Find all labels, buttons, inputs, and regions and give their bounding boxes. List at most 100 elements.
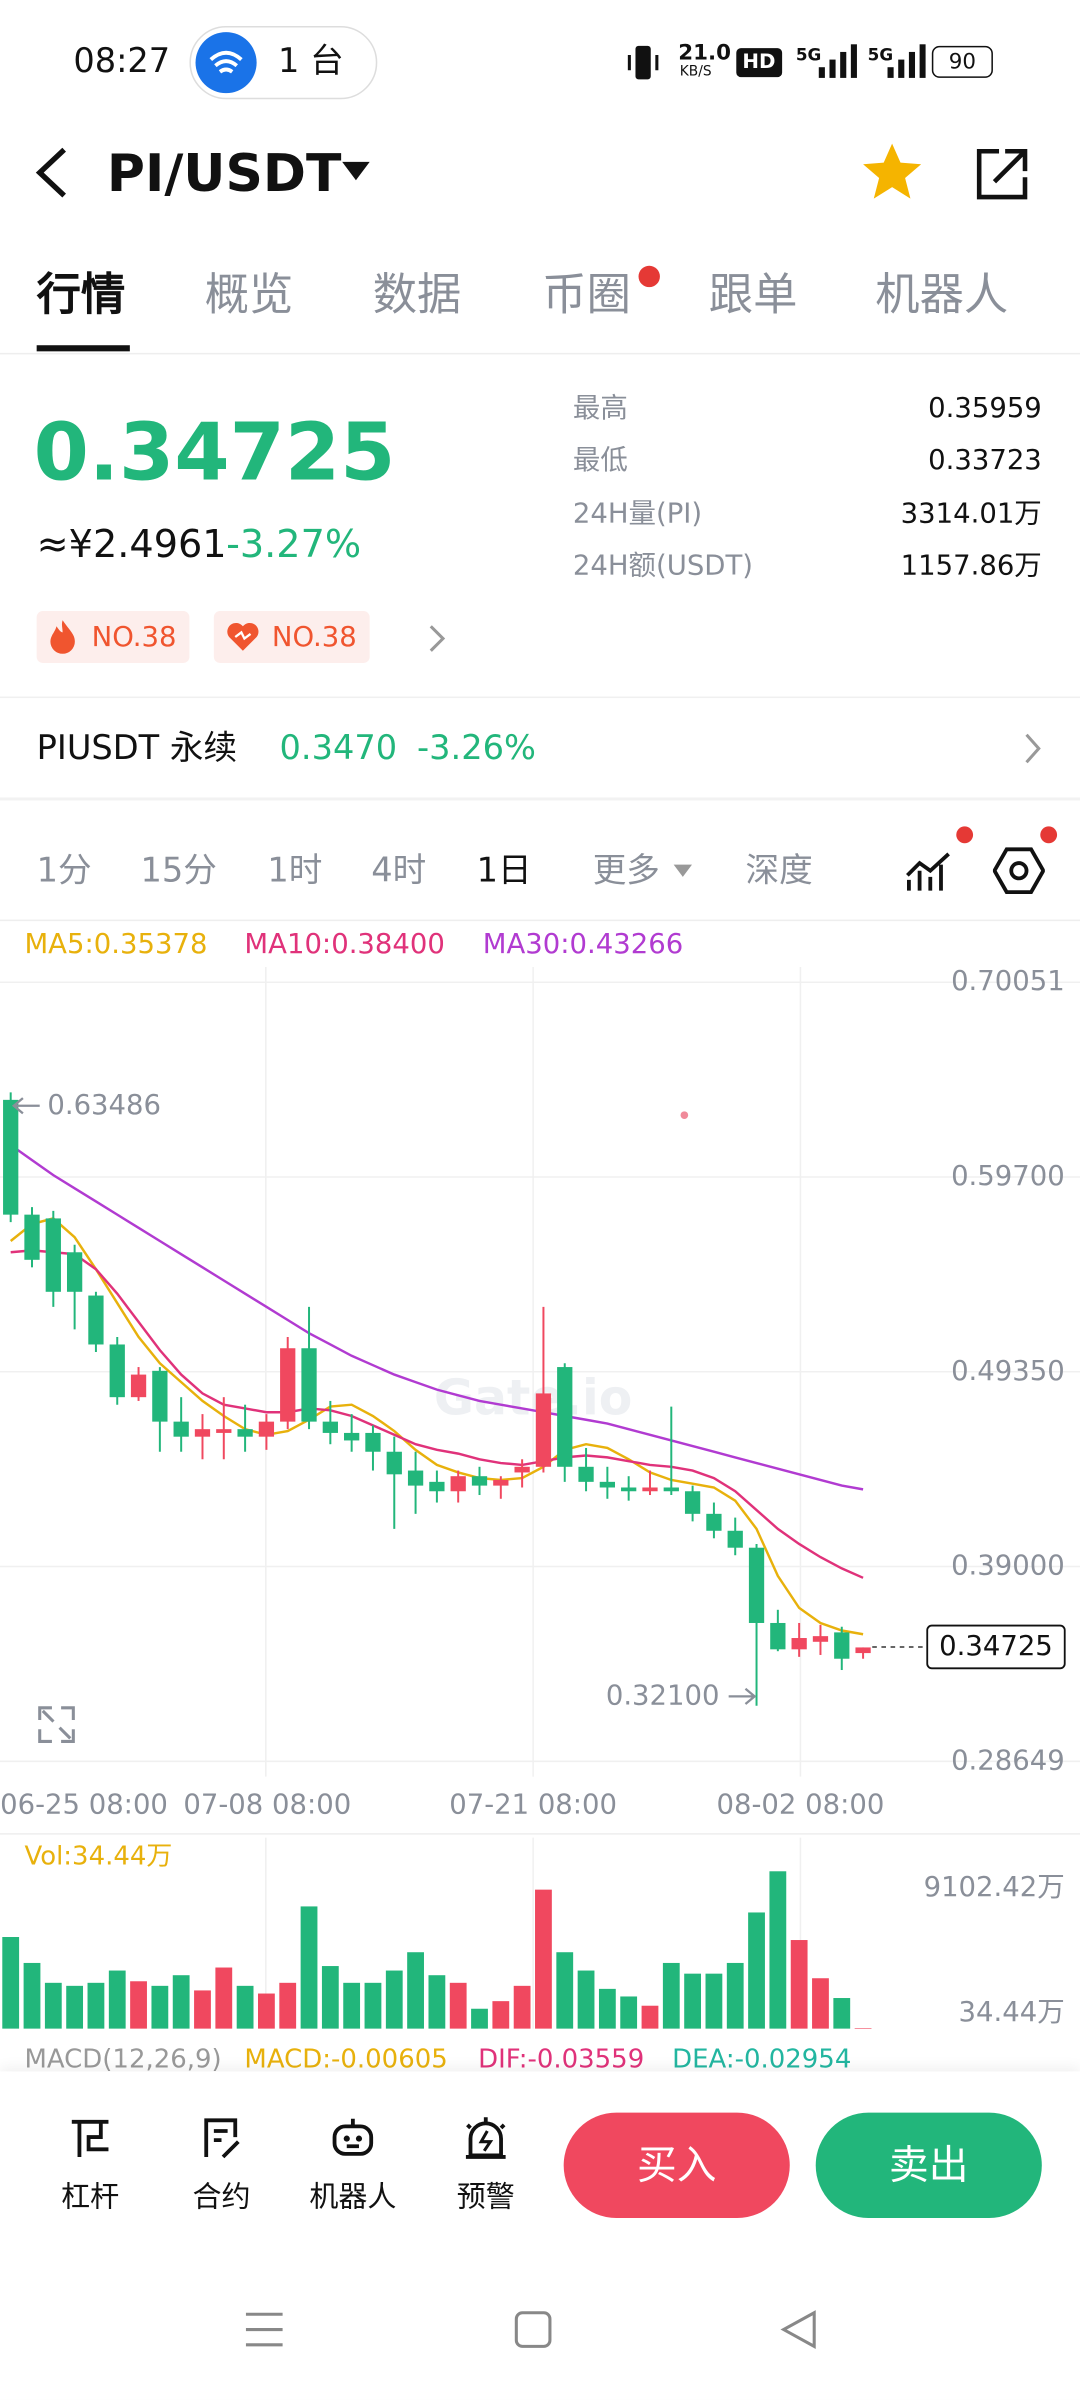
tab-active[interactable]: 行情 — [36, 268, 126, 321]
volume-bar — [748, 1912, 765, 2029]
back-button[interactable] — [31, 145, 77, 200]
fire-icon — [50, 620, 75, 654]
buy-button[interactable] — [563, 2112, 790, 2219]
robot-icon[interactable] — [328, 2114, 377, 2163]
volume-bar — [769, 1871, 787, 2029]
low-arrow — [728, 1687, 757, 1705]
toolbar-label[interactable]: 预警 — [456, 2180, 515, 2215]
sell-button[interactable] — [815, 2112, 1042, 2219]
candle-body — [429, 1481, 445, 1492]
candle-body — [557, 1367, 573, 1467]
volume-bar — [662, 1962, 680, 2029]
volume-bar — [492, 2001, 510, 2029]
candle-body — [642, 1487, 658, 1492]
indicator-icon[interactable] — [904, 849, 953, 895]
volume-bar — [705, 1973, 723, 2029]
heart-icon — [227, 622, 259, 651]
tab[interactable]: 数据 — [372, 268, 462, 321]
volume-bar — [385, 1970, 403, 2029]
perp-name[interactable]: PIUSDT 永续 — [36, 730, 238, 769]
nav-home[interactable] — [513, 2310, 553, 2350]
buy-label[interactable]: 买入 — [636, 2143, 717, 2190]
candle-body — [770, 1622, 786, 1650]
volume-bar — [236, 1985, 254, 2029]
volume-bar — [471, 2008, 488, 2029]
interval[interactable]: 1时 — [267, 852, 323, 891]
favorite-star[interactable] — [860, 141, 924, 205]
candle-body — [45, 1218, 61, 1292]
leverage-icon[interactable] — [67, 2116, 113, 2162]
net-speed: 21.0 — [678, 41, 732, 66]
chart-dot — [680, 1111, 689, 1119]
volume-bar — [321, 1966, 339, 2029]
volume-bar — [449, 1982, 467, 2029]
vol-tick-label: 34.44万 — [959, 1996, 1065, 2028]
network-2: 5G — [867, 45, 894, 65]
tab-underline — [36, 345, 130, 352]
volume-bar — [2, 1937, 20, 2029]
nav-menu[interactable] — [244, 2310, 284, 2350]
contract-icon[interactable] — [199, 2116, 245, 2162]
nav-back[interactable] — [779, 2310, 819, 2350]
hotspot-pill[interactable] — [189, 25, 378, 100]
volume-bar — [684, 1973, 702, 2029]
volume-bar — [279, 1982, 297, 2029]
volume-bar — [428, 1975, 446, 2029]
volume-bar — [790, 1940, 808, 2029]
interval[interactable]: 1分 — [36, 852, 92, 891]
battery — [931, 45, 993, 78]
candle-body — [855, 1647, 871, 1654]
candle-body — [66, 1252, 83, 1292]
tab[interactable]: 机器人 — [875, 268, 1009, 321]
volume-bar — [641, 2005, 659, 2029]
candle-body — [258, 1421, 275, 1437]
hotspot-count: 1 台 — [278, 42, 344, 81]
candle-body — [88, 1295, 104, 1345]
high-marker: 0.63486 — [47, 1089, 161, 1121]
alert-icon[interactable] — [461, 2114, 510, 2163]
x-tick-label: 08-02 08:00 — [717, 1789, 885, 1821]
candle-body — [663, 1487, 679, 1492]
rank-text: NO.38 — [271, 621, 357, 654]
chevron[interactable] — [1022, 732, 1043, 766]
settings-icon[interactable] — [992, 846, 1045, 895]
interval-more[interactable]: 更多 — [592, 852, 660, 891]
perp-price: 0.3470 — [279, 730, 398, 769]
candle-body — [727, 1530, 743, 1548]
net-speed-unit: KB/S — [679, 64, 712, 81]
divider — [0, 696, 1080, 699]
toolbar-label[interactable]: 机器人 — [309, 2180, 397, 2215]
candle-body — [322, 1421, 338, 1433]
interval-active[interactable]: 1日 — [476, 852, 532, 891]
volume-bar — [577, 1970, 595, 2029]
stat-value: 1157.86万 — [900, 549, 1042, 583]
candle-body — [130, 1374, 147, 1398]
y-tick-label: 0.28649 — [951, 1744, 1065, 1776]
pair-dropdown[interactable] — [339, 159, 373, 183]
share-button[interactable] — [972, 144, 1033, 205]
interval[interactable]: 4时 — [371, 852, 427, 891]
tab[interactable]: 跟单 — [708, 268, 798, 321]
toolbar-label[interactable]: 合约 — [192, 2180, 251, 2215]
status-time: 08:27 — [73, 42, 171, 81]
interval[interactable]: 15分 — [140, 852, 217, 891]
x-tick-label: 07-08 08:00 — [183, 1789, 351, 1821]
chevron[interactable] — [426, 623, 447, 654]
tab[interactable]: 概览 — [204, 268, 294, 321]
candle-body — [301, 1348, 317, 1422]
volume-bar — [598, 1988, 616, 2029]
battery-level: 90 — [948, 50, 976, 75]
tab[interactable]: 币圈 — [542, 268, 631, 321]
current-price: 0.34725 — [939, 1630, 1053, 1662]
high-arrow — [11, 1097, 40, 1115]
y-tick-label: 0.49350 — [951, 1355, 1065, 1387]
current-box — [926, 1624, 1066, 1670]
volume-bar — [535, 1889, 552, 2029]
volume-bar — [343, 1982, 361, 2029]
toolbar-label[interactable]: 杠杆 — [61, 2180, 120, 2215]
perp-change: -3.26% — [417, 730, 536, 769]
pair-title[interactable]: PI/USDT — [106, 143, 342, 205]
interval[interactable]: 深度 — [745, 852, 813, 891]
sell-label[interactable]: 卖出 — [889, 2143, 969, 2190]
